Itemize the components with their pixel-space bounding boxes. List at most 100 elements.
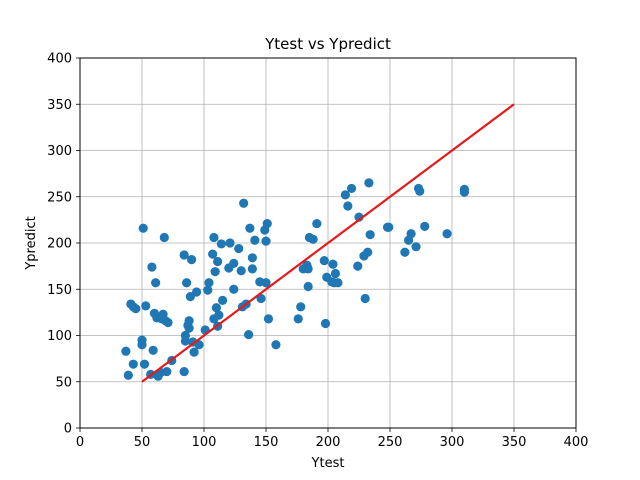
scatter-point <box>303 264 313 274</box>
scatter-point <box>330 268 341 279</box>
y-tick-label: 350 <box>47 98 72 113</box>
scatter-point <box>442 229 452 239</box>
scatter-point <box>343 201 353 211</box>
scatter-point <box>340 190 350 200</box>
scatter-point <box>179 250 189 260</box>
scatter-point <box>128 359 138 369</box>
scatter-point <box>400 247 410 257</box>
scatter-point <box>203 285 213 295</box>
axis-ticks: 0 50 100 150 200 250 300 350 400 0 50 100 150 200 250 3… <box>47 52 588 451</box>
scatter-point <box>123 370 133 380</box>
y-tick-label: 400 <box>47 52 72 67</box>
scatter-point <box>180 336 190 346</box>
chart-title: Ytest vs Ypredict <box>264 35 391 53</box>
y-tick-label: 50 <box>55 375 72 390</box>
scatter-point <box>256 293 266 304</box>
scatter-point <box>250 235 260 245</box>
scatter-point <box>139 359 150 369</box>
scatter-point <box>159 232 169 243</box>
scatter-point <box>353 261 363 271</box>
y-tick-label: 300 <box>47 144 72 159</box>
scatter-point <box>208 249 218 259</box>
reference-line-path <box>141 103 515 383</box>
scatter-point <box>184 316 194 326</box>
scatter-point <box>148 345 158 355</box>
x-tick-label: 300 <box>440 435 465 450</box>
scatter-point <box>262 218 272 229</box>
x-tick-label: 150 <box>254 435 279 450</box>
x-axis-label: Ytest <box>311 456 345 471</box>
scatter-point <box>194 340 204 350</box>
x-tick-label: 50 <box>134 435 151 450</box>
x-tick-label: 200 <box>316 435 341 450</box>
scatter-point <box>147 262 157 272</box>
scatter-point <box>184 323 194 333</box>
scatter-point <box>218 295 228 305</box>
scatter-point <box>214 310 224 320</box>
scatter-point <box>162 366 172 377</box>
scatter-point <box>333 278 343 288</box>
scatter-point <box>328 259 338 269</box>
scatter-point <box>229 258 239 268</box>
x-tick-label: 350 <box>502 435 527 450</box>
scatter-point <box>163 317 173 328</box>
scatter-point <box>189 347 199 357</box>
scatter-point <box>236 266 246 276</box>
scatter-point <box>213 256 223 267</box>
y-axis-label: Ypredict <box>24 216 39 270</box>
scatter-point <box>319 255 329 266</box>
scatter-point <box>234 243 244 254</box>
x-tick-label: 400 <box>564 435 589 450</box>
scatter-point <box>247 253 257 263</box>
x-tick-label: 0 <box>76 435 84 450</box>
scatter-point <box>365 230 375 240</box>
scatter-point <box>271 340 281 350</box>
scatter-point <box>303 281 313 292</box>
scatter-point <box>191 287 202 297</box>
scatter-point <box>308 234 318 244</box>
y-tick-label: 200 <box>47 237 72 252</box>
scatter-point <box>187 255 197 265</box>
scatter-point <box>211 303 221 313</box>
scatter-point <box>415 186 425 196</box>
scatter-point <box>261 278 271 288</box>
x-tick-label: 100 <box>192 435 217 450</box>
scatter-point <box>384 222 394 232</box>
scatter-point <box>216 239 226 249</box>
scatter-point <box>346 183 357 194</box>
scatter-point <box>459 187 469 197</box>
scatter-point <box>420 221 430 231</box>
scatter-point <box>225 238 235 248</box>
y-tick-label: 100 <box>47 329 72 344</box>
scatter-point <box>229 284 239 294</box>
scatter-point <box>209 232 219 243</box>
scatter-point <box>239 198 249 208</box>
y-tick-label: 0 <box>64 422 72 437</box>
scatter-point <box>296 302 306 312</box>
scatter-point <box>245 223 255 233</box>
scatter-point <box>247 264 257 274</box>
scatter-point <box>137 340 147 350</box>
scatter-point <box>320 318 331 329</box>
scatter-point <box>360 293 370 304</box>
scatter-point <box>244 329 254 340</box>
scatter-point <box>263 314 274 324</box>
scatter-point <box>182 278 192 288</box>
scatter-point <box>210 267 220 277</box>
x-tick-label: 250 <box>378 435 403 450</box>
scatter-point <box>179 366 189 377</box>
scatter-point <box>141 301 151 311</box>
scatter-point <box>261 236 271 246</box>
scatter-point <box>204 278 214 288</box>
scatter-point <box>312 218 322 229</box>
reference-line <box>141 103 515 383</box>
scatter-point <box>363 247 373 257</box>
scatter-point <box>411 242 421 252</box>
scatter-point <box>131 304 141 314</box>
scatter-point <box>293 314 303 324</box>
y-tick-label: 250 <box>47 190 72 205</box>
scatter-point <box>138 223 148 233</box>
scatter-point <box>151 278 161 288</box>
y-tick-label: 150 <box>47 283 72 298</box>
